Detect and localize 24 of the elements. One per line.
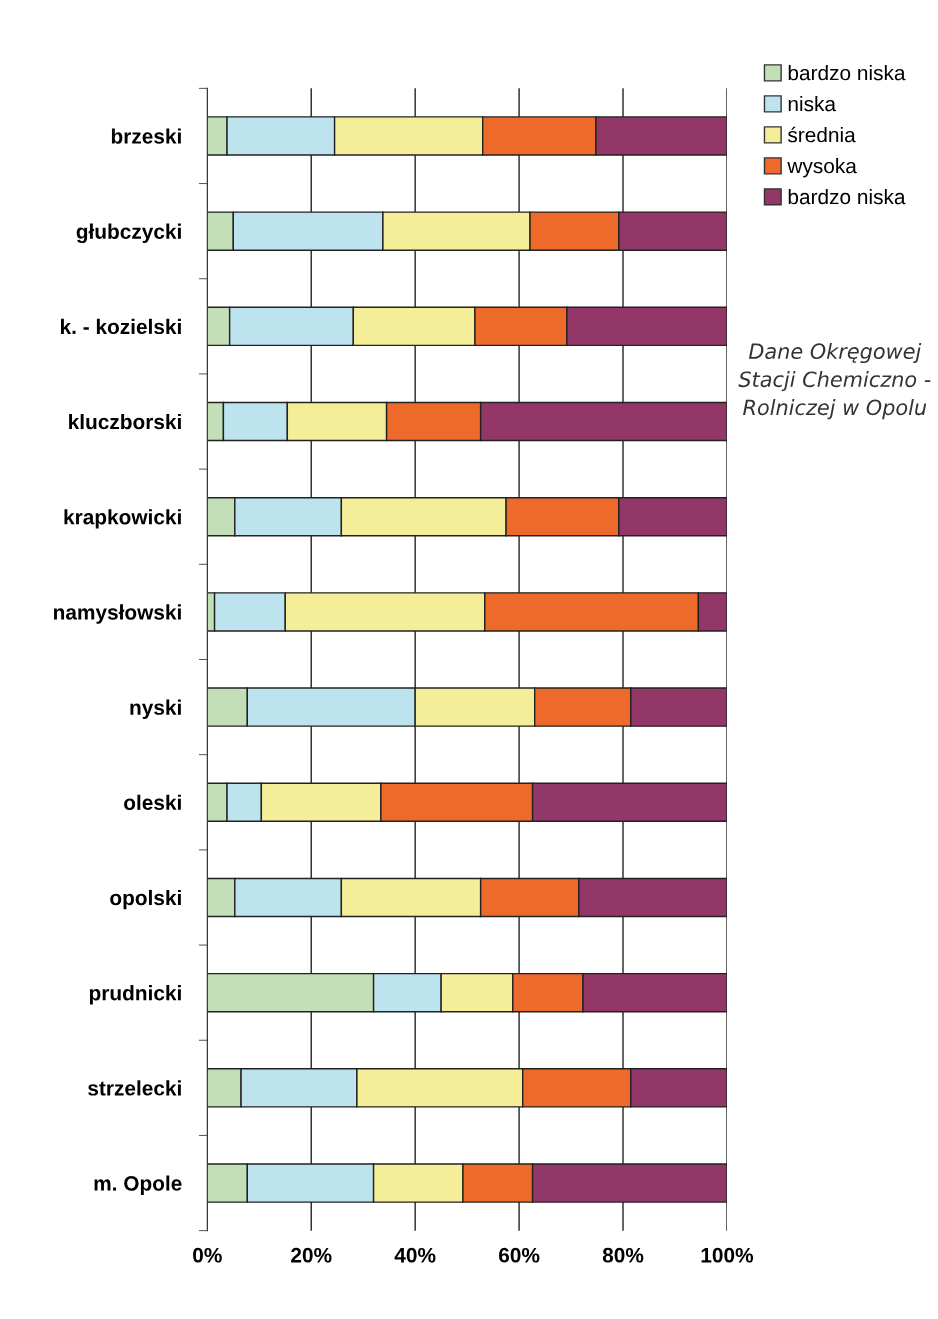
y-tick-label: namysłowski bbox=[53, 604, 181, 624]
x-tick-label: 40% bbox=[394, 1247, 436, 1263]
y-tick-label: brzeski bbox=[111, 128, 181, 144]
y-tick-label: głubczycki bbox=[76, 223, 181, 244]
y-tick-label: nyski bbox=[130, 699, 181, 719]
y-tick-label: m. Opole bbox=[94, 1175, 182, 1195]
legend-label: niska bbox=[788, 96, 837, 112]
y-tick-label: strzelecki bbox=[88, 1080, 181, 1096]
x-tick-label: 20% bbox=[291, 1247, 332, 1263]
x-tick-label: 60% bbox=[499, 1247, 540, 1263]
y-tick-label: oleski bbox=[124, 794, 181, 811]
legend-label: bardzo niska bbox=[788, 65, 906, 81]
y-tick-label: k. - kozielski bbox=[61, 318, 181, 335]
legend-label: bardzo niska bbox=[788, 188, 906, 205]
text: Dane Okręgowej Stacji Chemiczno - Rolniczej w Opolu bbox=[738, 342, 931, 420]
y-tick-label: opolski bbox=[110, 889, 181, 910]
y-tick-label: prudnicki bbox=[89, 985, 181, 1005]
legend-label: wysoka bbox=[787, 157, 857, 178]
x-tick-label: 0% bbox=[193, 1247, 222, 1263]
y-tick-label: krapkowicki bbox=[64, 509, 181, 529]
x-tick-label: 80% bbox=[602, 1247, 644, 1263]
y-tick-label: kluczborski bbox=[69, 413, 181, 430]
x-tick-label: 100% bbox=[701, 1247, 754, 1263]
legend-label: średnia bbox=[787, 126, 856, 143]
